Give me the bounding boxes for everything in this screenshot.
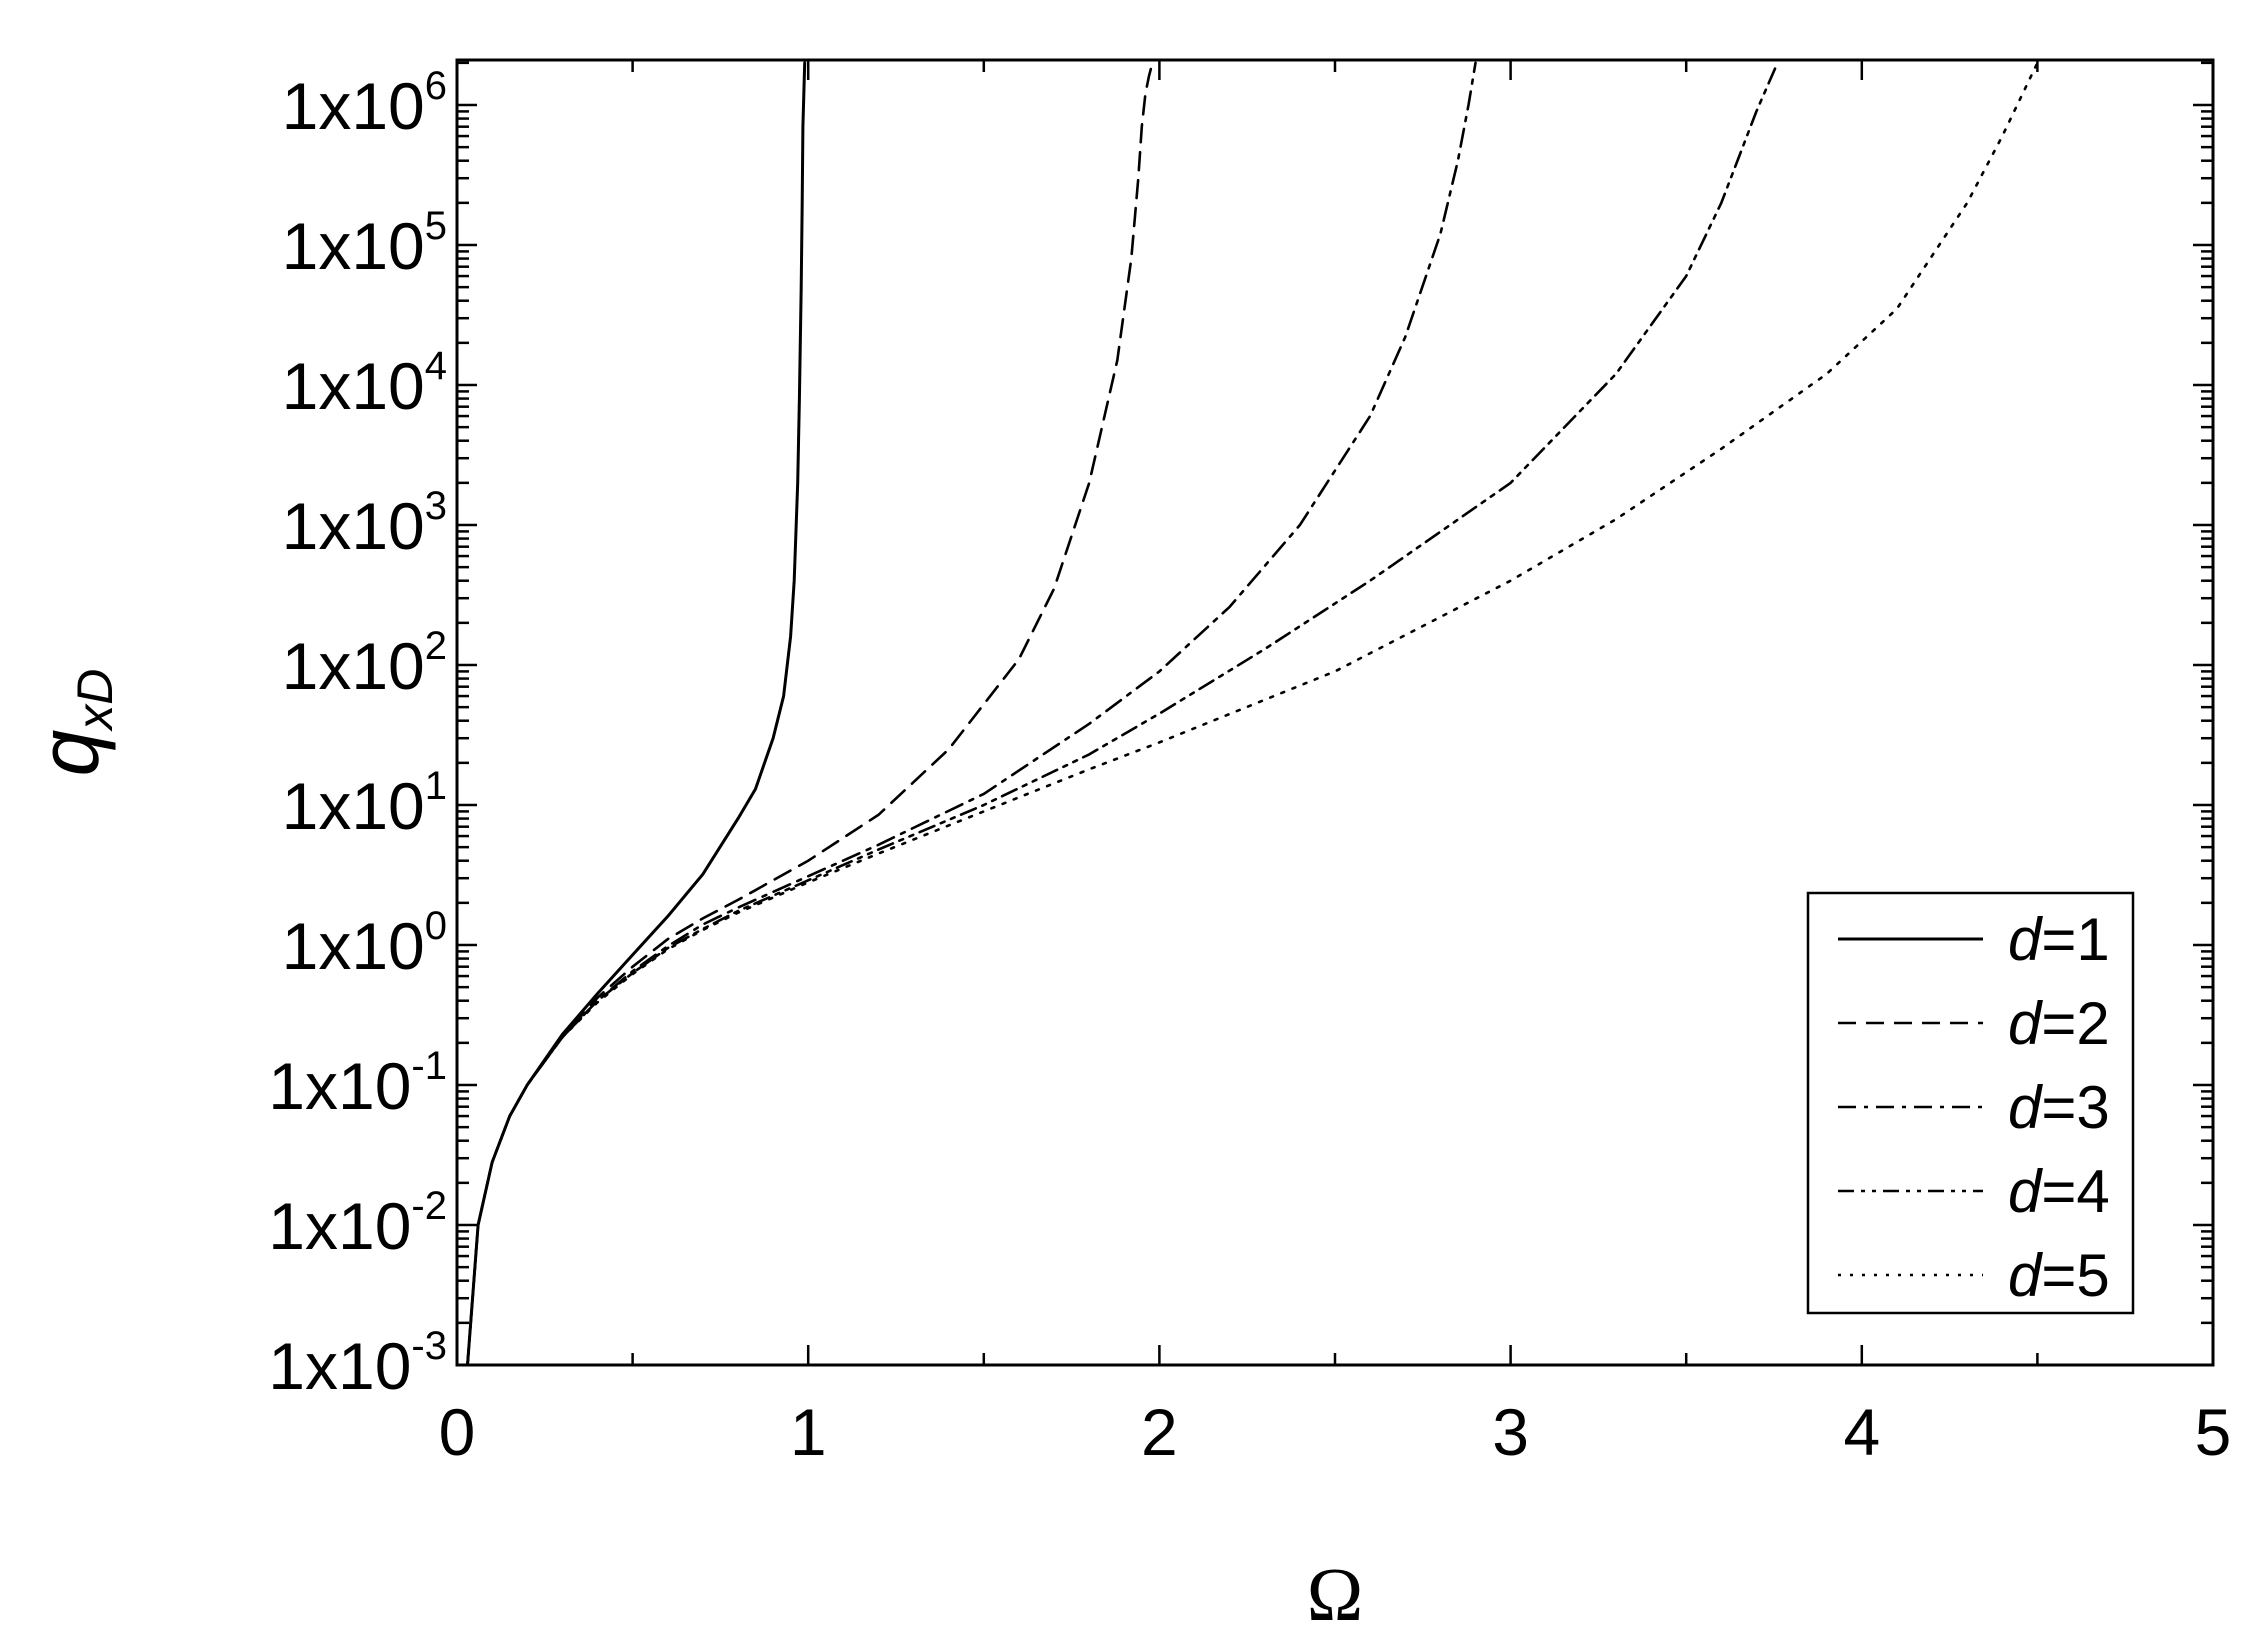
y-tick-label: 1x104 [282,344,447,423]
x-tick-label: 1 [790,1395,827,1469]
series-line-d2 [466,61,1154,1365]
y-tick-label: 1x101 [282,764,447,843]
x-tick-label: 2 [1141,1395,1178,1469]
y-tick-label: 1x102 [282,624,447,703]
x-axis-label: Ω [1307,1553,1363,1637]
legend-label-d4: d=4 [2008,1158,2110,1225]
series-line-d1 [466,61,807,1365]
y-tick-label: 1x106 [282,64,447,143]
x-tick-label: 5 [2195,1395,2232,1469]
y-tick-label: 1x100 [282,904,447,983]
legend-label-d3: d=3 [2008,1074,2110,1141]
x-tick-label: 4 [1843,1395,1880,1469]
y-tick-label: 1x105 [282,204,447,283]
y-tick-label: 1x10-3 [268,1324,447,1403]
x-tick-labels: 0 1 2 3 4 5 [439,1395,2232,1469]
y-axis-label: qxD [22,669,123,777]
tick-layer [455,60,2215,1367]
y-tick-labels: 1x10-3 1x10-2 1x10-1 1x100 1x101 1x102 1x103 1x… [268,64,447,1403]
y-axis-label-sub: xD [67,669,123,732]
x-tick-label: 0 [439,1395,476,1469]
y-tick-label: 1x103 [282,484,447,563]
y-axis-label-main: q [22,729,116,776]
legend-label-d2: d=2 [2008,990,2110,1057]
y-tick-label: 1x10-1 [268,1044,447,1123]
y-tick-label: 1x10-2 [268,1184,447,1263]
x-tick-label: 3 [1492,1395,1529,1469]
series-line-d3 [466,61,1477,1365]
legend: d=1 d=2 d=3 d=4 d=5 [1806,891,2135,1315]
series-layer [466,61,2039,1365]
series-line-d5 [466,61,2039,1365]
legend-label-d5: d=5 [2008,1242,2110,1309]
series-line-d4 [466,61,1779,1365]
legend-label-d1: d=1 [2008,906,2110,973]
legend-box [1806,891,2135,1315]
